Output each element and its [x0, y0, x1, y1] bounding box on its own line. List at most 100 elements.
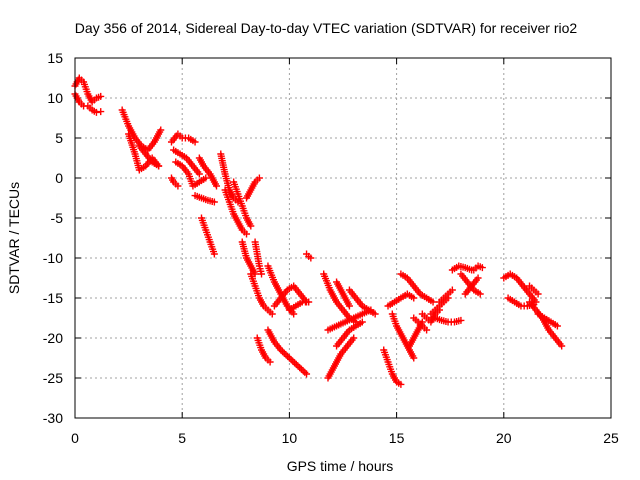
- y-tick-label: -5: [51, 210, 64, 226]
- y-tick-label: -20: [43, 330, 63, 346]
- series-track-t09: [167, 174, 182, 190]
- data-point: [397, 380, 405, 388]
- series-track-t12: [197, 214, 218, 258]
- x-tick-label: 5: [178, 430, 186, 446]
- series-track-t25: [253, 334, 274, 366]
- data-point: [410, 294, 418, 302]
- data-point: [195, 170, 203, 178]
- series-track-t06: [167, 130, 199, 146]
- x-tick-label: 25: [603, 430, 619, 446]
- data-point: [213, 182, 221, 190]
- data-point: [155, 162, 163, 170]
- y-tick-label: 0: [55, 170, 63, 186]
- data-point: [478, 264, 486, 272]
- grid-layer: [75, 58, 611, 418]
- series-track-t11: [191, 192, 218, 206]
- data-point: [448, 286, 456, 294]
- series-track-t13: [217, 150, 242, 206]
- data-point: [157, 126, 165, 134]
- chart-title: Day 356 of 2014, Sidereal Day-to-day VTE…: [75, 20, 578, 36]
- series-track-t34: [384, 290, 418, 310]
- data-point: [474, 274, 482, 282]
- series-track-t10: [195, 154, 221, 190]
- x-tick-label: 15: [389, 430, 405, 446]
- tick-label-layer: 0 5 10 15 20 25 15 10 5 0 -5 -10 -15 -20 -25 -30: [43, 50, 619, 446]
- y-tick-label: 5: [55, 130, 63, 146]
- x-tick-label: 10: [282, 430, 298, 446]
- data-point: [247, 222, 255, 230]
- data-point: [258, 270, 266, 278]
- series-track-t49: [534, 310, 561, 330]
- data-point: [350, 334, 358, 342]
- plot-frame: [74, 57, 612, 419]
- data-point: [174, 182, 182, 190]
- data-point: [358, 318, 366, 326]
- series-track-t44: [461, 274, 482, 298]
- series-track-t02: [71, 90, 105, 116]
- series-track-t15: [230, 178, 255, 230]
- series-track-t23: [303, 250, 315, 262]
- series-track-t41: [435, 286, 456, 306]
- data-point: [457, 316, 465, 324]
- data-point: [305, 298, 313, 306]
- y-tick-label: 15: [47, 50, 63, 66]
- series-track-t07: [170, 146, 203, 178]
- y-tick-label: -30: [43, 410, 63, 426]
- x-axis-label: GPS time / hours: [287, 458, 394, 474]
- data-marks: [71, 74, 566, 388]
- series-track-t30: [345, 286, 379, 318]
- series-track-t17: [238, 238, 259, 278]
- data-point: [266, 358, 274, 366]
- data-point: [476, 290, 484, 298]
- series-track-t27: [324, 334, 358, 382]
- series-track-t01: [71, 74, 105, 106]
- series-track-t37: [410, 314, 431, 334]
- series-track-t16: [243, 174, 263, 202]
- series-track-t05: [135, 142, 163, 170]
- data-point: [92, 108, 100, 116]
- x-tick-label: 0: [71, 430, 79, 446]
- series-track-t22: [285, 298, 313, 314]
- data-point: [255, 174, 263, 182]
- data-point: [371, 310, 379, 318]
- data-point: [410, 354, 418, 362]
- series-track-t38: [418, 306, 443, 326]
- data-point: [97, 108, 105, 116]
- data-point: [191, 138, 199, 146]
- series-track-t45: [470, 262, 486, 274]
- data-point: [210, 198, 218, 206]
- data-point: [307, 254, 315, 262]
- y-tick-label: 10: [47, 90, 63, 106]
- series-track-t24: [264, 326, 311, 378]
- series-track-t31: [333, 278, 353, 310]
- data-point: [553, 322, 561, 330]
- data-point: [243, 230, 251, 238]
- data-point: [210, 250, 218, 258]
- series-track-t32: [380, 346, 405, 388]
- data-point: [202, 174, 210, 182]
- series-track-t50: [526, 282, 542, 298]
- data-point: [534, 290, 542, 298]
- series-track-t19: [251, 238, 266, 278]
- data-point: [429, 298, 437, 306]
- series-track-t18: [247, 270, 276, 318]
- x-tick-label: 20: [496, 430, 512, 446]
- data-point: [268, 310, 276, 318]
- data-point: [97, 92, 105, 100]
- data-point: [423, 326, 431, 334]
- series-track-t40: [431, 314, 465, 326]
- y-tick-label: -10: [43, 250, 63, 266]
- y-axis-label: SDTVAR / TECUs: [6, 182, 22, 294]
- y-tick-label: -15: [43, 290, 63, 306]
- data-point: [345, 302, 353, 310]
- y-tick-label: -25: [43, 370, 63, 386]
- series-track-t08: [172, 158, 210, 190]
- data-point: [303, 370, 311, 378]
- series-track-t28: [333, 318, 366, 350]
- data-point: [290, 310, 298, 318]
- series-track-t35: [397, 270, 437, 306]
- data-point: [558, 342, 566, 350]
- series-track-t14: [221, 186, 251, 238]
